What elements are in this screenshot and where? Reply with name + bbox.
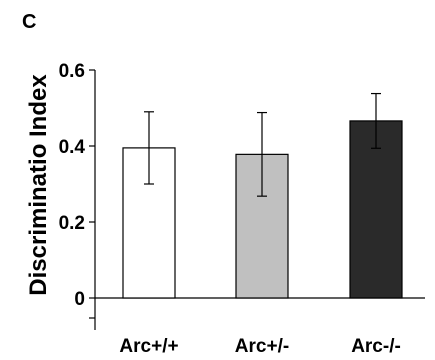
y-tick-label: 0.2	[59, 213, 85, 234]
plot-area: 0 0.2 0.4 0.6 Arc+/+ Arc+/- Arc-/-	[59, 61, 425, 357]
bar	[349, 120, 403, 299]
y-tick-label: 0.4	[59, 137, 86, 158]
y-tick-label: 0	[74, 289, 85, 310]
x-category-label: Arc+/-	[235, 336, 289, 357]
x-category-label: Arc-/-	[351, 336, 401, 357]
panel-label: C	[22, 11, 36, 33]
x-category-label: Arc+/+	[119, 336, 178, 357]
y-tick-label: 0.6	[59, 61, 85, 82]
y-axis-title: Discriminatio Index	[25, 74, 52, 296]
